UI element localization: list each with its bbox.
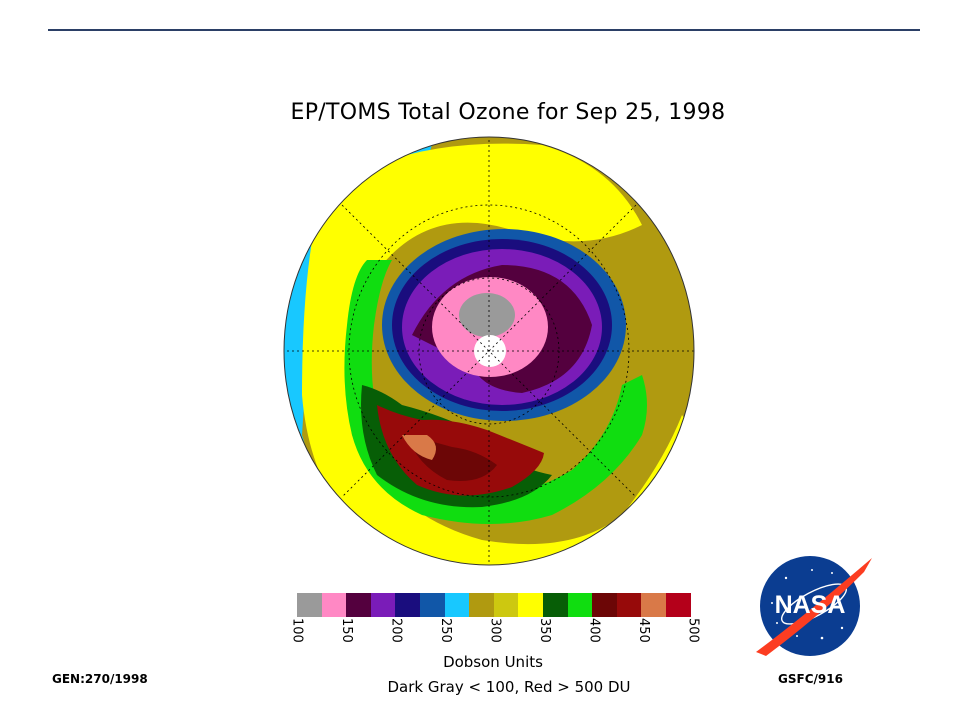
colorbar-tick-label: 150 <box>339 618 354 643</box>
ozone-100-region <box>459 293 515 337</box>
colorbar-tick-label: 500 <box>685 618 701 643</box>
colorbar-ticks: 100 150 200 250 300 350 400 450 500 <box>290 618 701 658</box>
header-rule <box>48 29 920 31</box>
ozone-475-region <box>402 435 436 460</box>
nasa-logo: NASA <box>756 556 872 656</box>
colorbar-swatch <box>419 593 445 617</box>
colorbar-swatch <box>665 593 691 617</box>
colorbar-swatch <box>346 593 371 617</box>
colorbar-tick-label: 100 <box>289 618 305 643</box>
footer-left-code: GEN:270/1998 <box>52 672 148 686</box>
colorbar-swatch <box>469 593 494 617</box>
colorbar <box>297 593 691 617</box>
colorbar-tick-label: 300 <box>487 618 503 643</box>
colorbar-swatch <box>616 593 642 617</box>
legend-note: Dark Gray < 100, Red > 500 DU <box>387 678 631 696</box>
colorbar-tick-label: 400 <box>586 618 602 643</box>
polar-no-data-region <box>474 335 506 367</box>
colorbar-swatch <box>518 593 543 617</box>
colorbar-swatch <box>395 593 420 617</box>
colorbar-tick-label: 350 <box>537 618 552 643</box>
graticule <box>284 137 694 565</box>
ozone-globe-map <box>283 136 695 566</box>
colorbar-swatch <box>592 593 617 617</box>
colorbar-swatch <box>370 593 396 617</box>
colorbar-swatch <box>444 593 470 617</box>
ozone-400-region <box>344 260 647 524</box>
colorbar-tick-label: 450 <box>636 618 651 643</box>
colorbar-swatch <box>297 593 322 617</box>
colorbar-swatch <box>641 593 666 617</box>
colorbar-swatch <box>567 593 593 617</box>
colorbar-tick-label: 250 <box>438 618 453 643</box>
colorbar-swatch <box>321 593 347 617</box>
map-title: EP/TOMS Total Ozone for Sep 25, 1998 <box>290 100 726 125</box>
units-label: Dobson Units <box>443 653 543 671</box>
colorbar-swatch <box>542 593 568 617</box>
colorbar-tick-label: 200 <box>388 618 404 643</box>
footer-right-code: GSFC/916 <box>778 672 843 686</box>
colorbar-swatch <box>493 593 519 617</box>
svg-text:NASA: NASA <box>775 591 846 619</box>
